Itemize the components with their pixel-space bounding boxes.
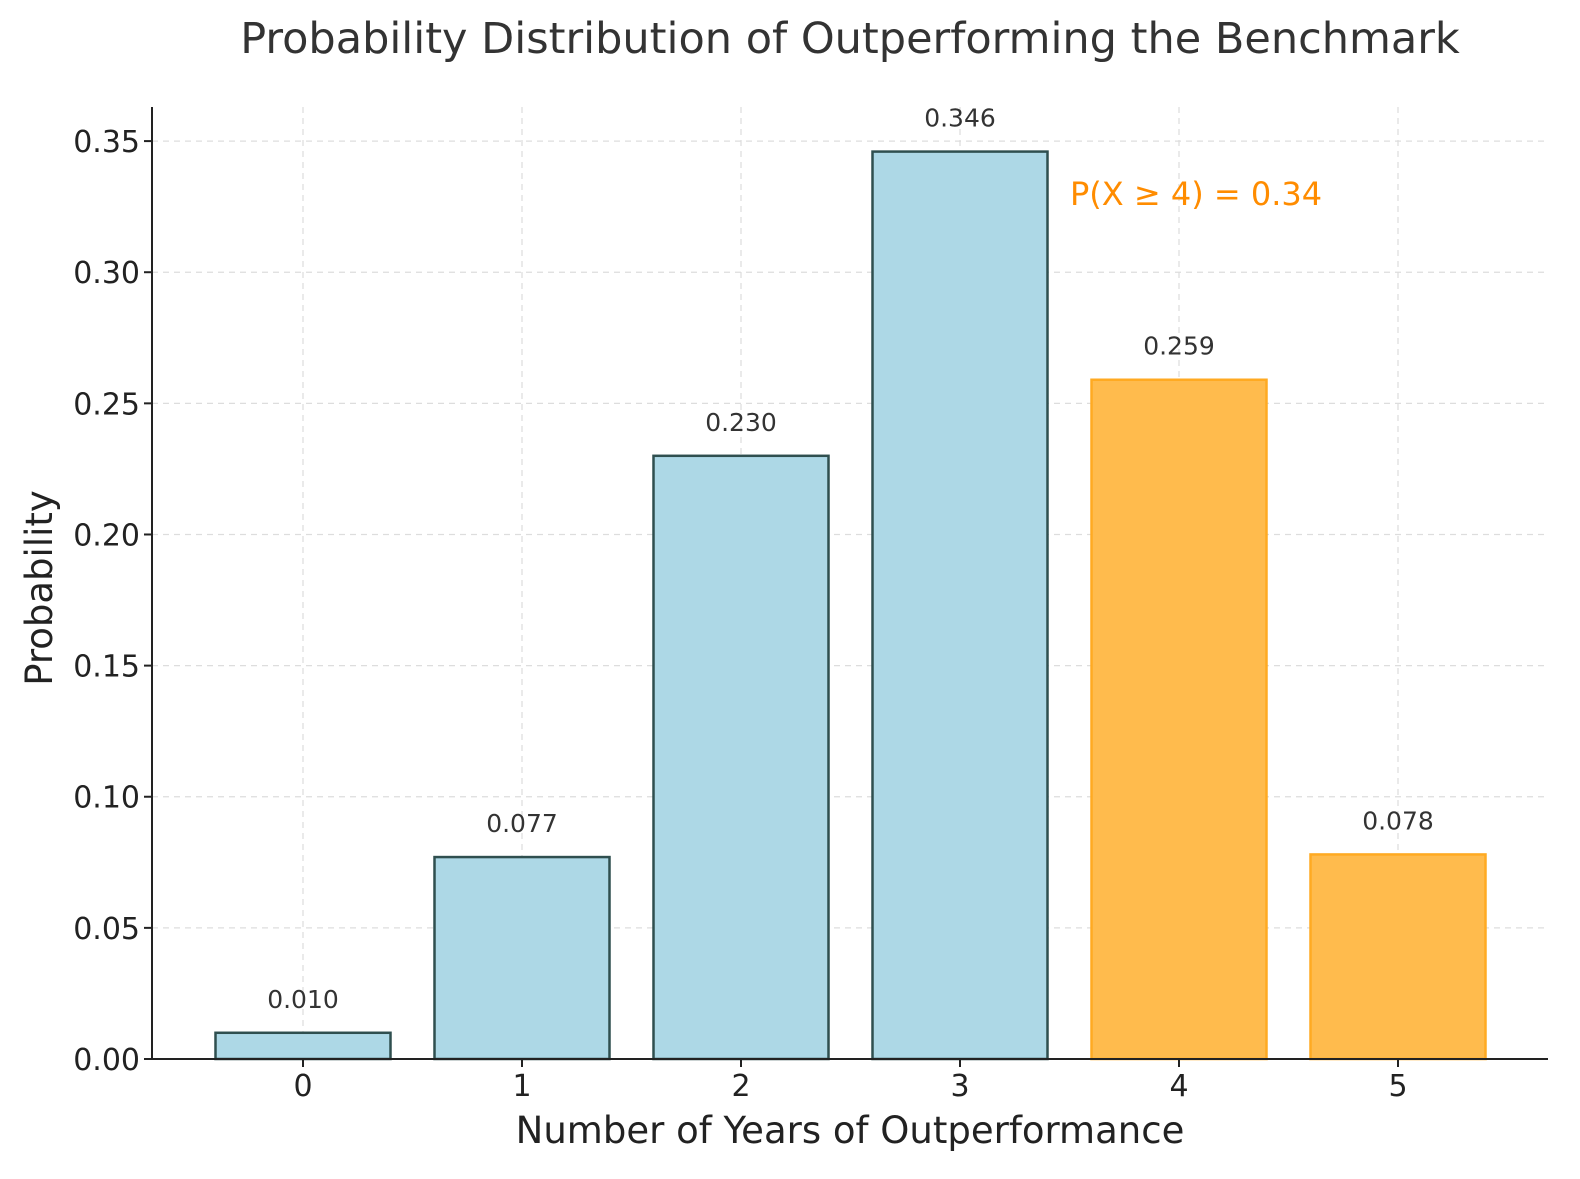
x-tick-label: 1 — [512, 1069, 531, 1104]
y-tick-label: 0.00 — [73, 1043, 140, 1078]
bar-layer — [214, 150, 1487, 1061]
x-tick-label: 0 — [293, 1069, 312, 1104]
chart-title: Probability Distribution of Outperformin… — [240, 14, 1460, 64]
bar-label-layer: 0.010 0.077 0.230 0.346 0.259 0.078 — [267, 104, 1434, 1014]
bar-0 — [214, 1031, 392, 1061]
x-tick-label: 4 — [1169, 1069, 1188, 1104]
bar-4 — [1090, 378, 1268, 1061]
y-tick-label: 0.05 — [73, 912, 140, 947]
y-tick-label: 0.35 — [73, 125, 140, 160]
y-tick-label: 0.15 — [73, 650, 140, 685]
y-axis-label: Probability — [18, 490, 61, 686]
x-axis-label: Number of Years of Outperformance — [516, 1109, 1185, 1152]
y-tick-label: 0.10 — [73, 781, 140, 816]
bar-value-label: 0.010 — [267, 985, 339, 1014]
bar-5 — [1309, 853, 1487, 1061]
bar-3 — [871, 150, 1049, 1061]
bar-value-label: 0.077 — [486, 809, 558, 838]
bar-2 — [652, 454, 830, 1061]
bar-value-label: 0.259 — [1143, 332, 1215, 361]
x-tick-label: 3 — [950, 1069, 969, 1104]
bar-value-label: 0.230 — [705, 408, 777, 437]
y-tick-label: 0.25 — [73, 387, 140, 422]
probability-annotation: P(X ≥ 4) = 0.34 — [1070, 175, 1322, 213]
axis-layer: 0.00 0.05 0.10 0.15 0.20 0.25 0.30 0.35 0 1 2 3 4 5 — [73, 107, 1548, 1104]
x-tick-label: 2 — [731, 1069, 750, 1104]
bar-value-label: 0.346 — [924, 104, 996, 133]
x-tick-label: 5 — [1388, 1069, 1407, 1104]
bar-1 — [433, 855, 611, 1061]
bar-value-label: 0.078 — [1362, 806, 1434, 835]
y-tick-label: 0.20 — [73, 518, 140, 553]
y-tick-label: 0.30 — [73, 256, 140, 291]
